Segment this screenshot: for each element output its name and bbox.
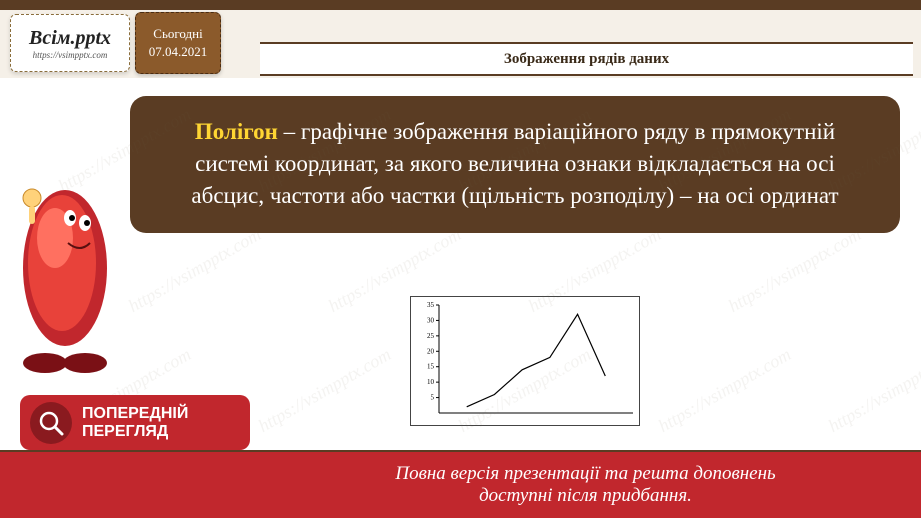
polygon-chart: 5 10 15 20 25 30 35 bbox=[410, 296, 640, 426]
svg-text:30: 30 bbox=[427, 316, 435, 324]
svg-text:20: 20 bbox=[427, 347, 435, 355]
definition-box: Полігон – графічне зображення варіаційно… bbox=[130, 96, 900, 233]
footer-line1: Повна версія презентації та решта доповн… bbox=[395, 463, 775, 485]
date-value: 07.04.2021 bbox=[149, 44, 208, 60]
definition-body: – графічне зображення варіаційного ряду … bbox=[191, 119, 838, 208]
slide-title: Зображення рядів даних bbox=[260, 42, 913, 76]
svg-text:25: 25 bbox=[427, 332, 435, 340]
main-area: Полігон – графічне зображення варіаційно… bbox=[0, 78, 921, 428]
preview-text: ПОПЕРЕДНІЙ ПЕРЕГЛЯД bbox=[82, 405, 188, 440]
svg-text:10: 10 bbox=[427, 378, 435, 386]
mascot-icon bbox=[10, 158, 130, 388]
footer-banner: Повна версія презентації та решта доповн… bbox=[0, 450, 921, 518]
magnifier-icon bbox=[30, 402, 72, 444]
brand-name: Всім.pptx bbox=[29, 27, 111, 50]
definition-term: Полігон bbox=[195, 119, 278, 144]
svg-text:5: 5 bbox=[431, 394, 435, 402]
date-badge: Сьогодні 07.04.2021 bbox=[135, 12, 221, 74]
header: Всім.pptx https://vsimpptx.com Сьогодні … bbox=[0, 10, 921, 78]
svg-text:15: 15 bbox=[427, 363, 435, 371]
preview-line1: ПОПЕРЕДНІЙ bbox=[82, 405, 188, 423]
preview-line2: ПЕРЕГЛЯД bbox=[82, 423, 188, 441]
brand-url: https://vsimpptx.com bbox=[33, 50, 108, 60]
footer-line2: доступні після придбання. bbox=[479, 485, 692, 507]
today-label: Сьогодні bbox=[153, 26, 202, 42]
preview-badge: ПОПЕРЕДНІЙ ПЕРЕГЛЯД bbox=[20, 395, 250, 450]
svg-text:35: 35 bbox=[427, 301, 435, 309]
logo-box: Всім.pptx https://vsimpptx.com bbox=[10, 14, 130, 72]
top-bar bbox=[0, 0, 921, 10]
